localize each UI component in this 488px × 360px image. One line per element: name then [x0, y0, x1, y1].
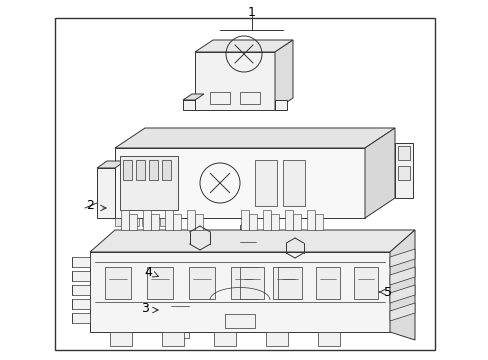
Bar [240, 225, 256, 260]
Bar [209, 295, 227, 305]
Polygon shape [115, 148, 364, 218]
Polygon shape [394, 143, 412, 198]
Polygon shape [183, 100, 195, 110]
Bar [319, 282, 371, 304]
Bar [353, 304, 367, 312]
Bar [315, 267, 339, 299]
Bar [270, 214, 279, 230]
Polygon shape [319, 276, 379, 282]
Bar [105, 267, 131, 299]
Text: 4: 4 [144, 266, 152, 279]
Polygon shape [195, 52, 274, 110]
Bar [397, 146, 409, 160]
Bar [241, 210, 248, 230]
Bar [182, 326, 189, 338]
Bar [171, 326, 178, 338]
Bar [189, 267, 215, 299]
Bar [186, 210, 195, 230]
Bar [209, 92, 229, 104]
Polygon shape [90, 230, 414, 252]
Bar [240, 92, 260, 104]
Bar [263, 210, 270, 230]
Bar [292, 214, 301, 230]
Bar [121, 210, 129, 230]
Bar [147, 267, 173, 299]
Bar [142, 218, 148, 226]
Polygon shape [72, 271, 90, 281]
Bar [129, 214, 137, 230]
Bar [173, 214, 181, 230]
Bar [314, 214, 323, 230]
Bar [162, 160, 171, 180]
Bar [272, 267, 298, 299]
Bar [168, 267, 232, 295]
Text: 3: 3 [141, 302, 149, 315]
Bar [133, 218, 139, 226]
Bar [214, 332, 236, 346]
Bar [306, 210, 314, 230]
Bar [55, 18, 434, 350]
Bar [278, 267, 302, 299]
Bar [224, 314, 254, 328]
Bar [123, 160, 132, 180]
Polygon shape [274, 100, 286, 110]
Bar [353, 267, 377, 299]
Bar [317, 332, 339, 346]
Text: 5: 5 [383, 285, 391, 298]
Polygon shape [72, 285, 90, 295]
Text: 1: 1 [247, 5, 255, 18]
Polygon shape [72, 299, 90, 309]
Polygon shape [389, 303, 414, 321]
Bar [195, 214, 203, 230]
Bar [248, 214, 257, 230]
Polygon shape [389, 249, 414, 267]
Bar [254, 160, 276, 206]
Text: 2: 2 [86, 198, 94, 212]
Polygon shape [274, 40, 292, 110]
Bar [151, 218, 157, 226]
Bar [162, 332, 183, 346]
Bar [142, 210, 151, 230]
Bar [173, 295, 191, 305]
Bar [149, 160, 158, 180]
Bar [136, 160, 145, 180]
Bar [160, 218, 165, 226]
Polygon shape [389, 285, 414, 303]
Bar [151, 214, 159, 230]
Polygon shape [195, 40, 292, 52]
Bar [110, 332, 132, 346]
Polygon shape [183, 94, 203, 100]
Bar [324, 304, 337, 312]
Polygon shape [364, 128, 394, 218]
Bar [234, 238, 262, 252]
Bar [164, 210, 173, 230]
Polygon shape [90, 252, 389, 332]
Bar [265, 332, 287, 346]
Polygon shape [97, 161, 125, 168]
Bar [230, 267, 257, 299]
Polygon shape [168, 260, 243, 267]
Polygon shape [72, 257, 90, 267]
Bar [168, 298, 192, 326]
Polygon shape [72, 313, 90, 323]
Polygon shape [115, 128, 394, 148]
Bar [283, 160, 305, 206]
Bar [120, 156, 178, 210]
Polygon shape [389, 267, 414, 285]
Polygon shape [389, 230, 414, 340]
Bar [397, 166, 409, 180]
Bar [285, 210, 292, 230]
Bar [240, 267, 264, 299]
Bar [115, 218, 121, 226]
Bar [124, 218, 130, 226]
Polygon shape [97, 168, 115, 218]
